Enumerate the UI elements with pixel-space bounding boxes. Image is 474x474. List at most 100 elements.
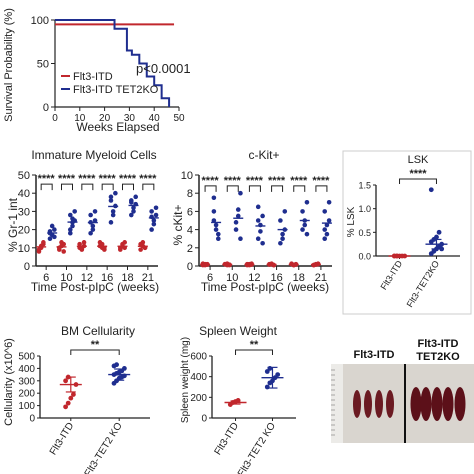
ckit-point-tet2ko <box>260 213 265 219</box>
bm-ylabel: Cellularity (x10^6) <box>3 338 15 426</box>
ckit-point-tet2ko <box>211 218 217 223</box>
survival-ylabel: Survival Probability (%) <box>3 8 15 122</box>
survival-panel: 0 50 100 0 10 20 30 40 50 Survival Probability (… <box>3 8 191 134</box>
survival-legend: Flt3-ITD Flt3-ITD TET2KO <box>61 71 159 96</box>
ckit-ytick-label: 2 <box>187 243 193 255</box>
immature-bracket <box>122 183 134 191</box>
ckit-point-tet2ko <box>304 231 310 237</box>
survival-lines <box>55 19 175 107</box>
spleen-xtick-label: Flt3-TET2 KO <box>236 421 278 474</box>
ckit-significance: **** <box>224 175 242 187</box>
ckit-bracket <box>248 185 261 192</box>
ckit-ytick-label: 0 <box>187 261 193 273</box>
immature-plot: 0 10 20 30 40 50 6 **** 10 **** 12 **** 16 **** 18 ****… <box>18 170 159 284</box>
spleen-ytick-label: 200 <box>190 393 207 404</box>
ckit-xtick-label: 10 <box>226 272 238 284</box>
ckit-point-tet2ko <box>322 227 328 232</box>
immature-point-tet2ko <box>149 227 154 232</box>
ckit-point-tet2ko <box>215 231 221 237</box>
legend-label-tet2ko: Flt3-ITD TET2KO <box>73 84 159 96</box>
immature-point-flt3 <box>99 241 105 247</box>
ckit-point-tet2ko <box>215 236 221 241</box>
ckit-point-tet2ko <box>324 231 330 237</box>
bm-point-flt3 <box>68 395 74 401</box>
bm-point-flt3 <box>71 392 76 397</box>
ckit-point-tet2ko <box>322 209 328 214</box>
ckit-xtick-label: 16 <box>270 272 282 284</box>
photo-label-right-1: Flt3-ITD <box>418 338 459 350</box>
ckit-point-tet2ko <box>235 213 241 219</box>
immature-significance: **** <box>38 173 56 185</box>
immature-ytick-label: 40 <box>18 188 30 200</box>
ckit-point-tet2ko <box>258 229 263 234</box>
ckit-bracket <box>204 185 217 192</box>
photo-label-right-2: TET2KO <box>416 351 460 363</box>
spleen-ytick-label: 0 <box>201 414 207 425</box>
spleen-tet2ko <box>410 387 422 421</box>
spleen-title: Spleen Weight <box>199 324 277 338</box>
ckit-significance: **** <box>312 175 330 187</box>
bm-ytick-label: 0 <box>29 414 35 425</box>
ckit-xtick-label: 21 <box>315 272 327 284</box>
spleen-tet2ko <box>454 387 466 421</box>
ckit-significance: **** <box>246 175 264 187</box>
immature-point-tet2ko <box>88 230 93 236</box>
survival-xtick-label: 50 <box>173 113 185 124</box>
immature-point-tet2ko <box>70 216 75 221</box>
immature-point-flt3 <box>41 240 46 245</box>
bm-point-flt3 <box>63 404 68 410</box>
immature-bracket <box>40 183 53 191</box>
spleen-photo: Flt3-ITD Flt3-ITD TET2KO <box>331 338 474 443</box>
immature-ytick-label: 50 <box>18 170 30 182</box>
bm-xtick-label: Flt3-TET2 KO <box>83 421 125 474</box>
ckit-point-tet2ko <box>300 227 305 232</box>
ckit-bracket <box>226 185 239 192</box>
ckit-ylabel: % cKit+ <box>171 204 185 245</box>
photo-ruler <box>331 364 343 443</box>
bm-panel: BM Cellularity Cellularity (x10^6) 0 1002… <box>3 324 150 474</box>
survival-curve-tet2ko <box>55 19 171 107</box>
immature-xtick-label: 16 <box>101 272 113 284</box>
bm-title: BM Cellularity <box>61 324 135 338</box>
immature-point-flt3 <box>138 247 143 252</box>
immature-point-flt3 <box>61 249 66 254</box>
immature-point-tet2ko <box>47 236 53 241</box>
immature-point-tet2ko <box>68 230 73 236</box>
spleen-flt3 <box>375 390 383 418</box>
ckit-point-tet2ko <box>302 222 308 228</box>
immature-point-tet2ko <box>133 194 138 200</box>
immature-ytick-label: 10 <box>18 243 30 255</box>
immature-point-flt3 <box>118 247 123 252</box>
ckit-point-tet2ko <box>255 218 261 223</box>
ckit-xlabel: Time Post-pIpC (weeks) <box>201 280 329 294</box>
ckit-point-tet2ko <box>238 190 243 196</box>
ckit-point-flt3 <box>315 261 321 267</box>
lsk-bracket <box>399 178 437 184</box>
ckit-plot: 0 2 4 6 8 10 6 **** 10 **** 12 **** 16 **** 18 **** 21 **… <box>181 170 332 284</box>
spleen-tet2ko <box>442 387 454 421</box>
immature-point-tet2ko <box>110 212 116 218</box>
immature-ytick-label: 20 <box>18 225 30 237</box>
survival-xtick-label: 30 <box>124 113 136 124</box>
immature-point-tet2ko <box>149 209 154 214</box>
lsk-xtick-label: Flt3-TET2KO <box>405 259 442 309</box>
lsk-point-tet2ko <box>436 229 442 235</box>
immature-point-tet2ko <box>151 221 157 227</box>
immature-xtick-label: 18 <box>121 272 133 284</box>
bm-ytick-label: 100 <box>18 401 35 412</box>
lsk-point-tet2ko <box>434 234 439 240</box>
bm-xtick-label: Flt3-ITD <box>48 421 76 457</box>
ckit-significance: **** <box>290 175 308 187</box>
survival-xtick-label: 10 <box>74 113 86 124</box>
ckit-xtick-label: 12 <box>248 272 260 284</box>
ckit-point-tet2ko <box>282 209 288 214</box>
immature-point-tet2ko <box>110 209 116 214</box>
ckit-point-tet2ko <box>211 195 217 201</box>
lsk-panel: LSK % LSK 0.0 0.5 1.0 1.5 Flt3-ITD Flt3-TET2K… <box>342 150 472 315</box>
ckit-panel: c-Kit+ % cKit+ Time Post-pIpC (weeks) 0 2… <box>171 148 332 294</box>
immature-point-tet2ko <box>49 223 55 229</box>
immature-bracket <box>142 183 155 191</box>
spleen-panel: Spleen Weight Spleen weight (mg) 0 200 400… <box>180 324 296 474</box>
